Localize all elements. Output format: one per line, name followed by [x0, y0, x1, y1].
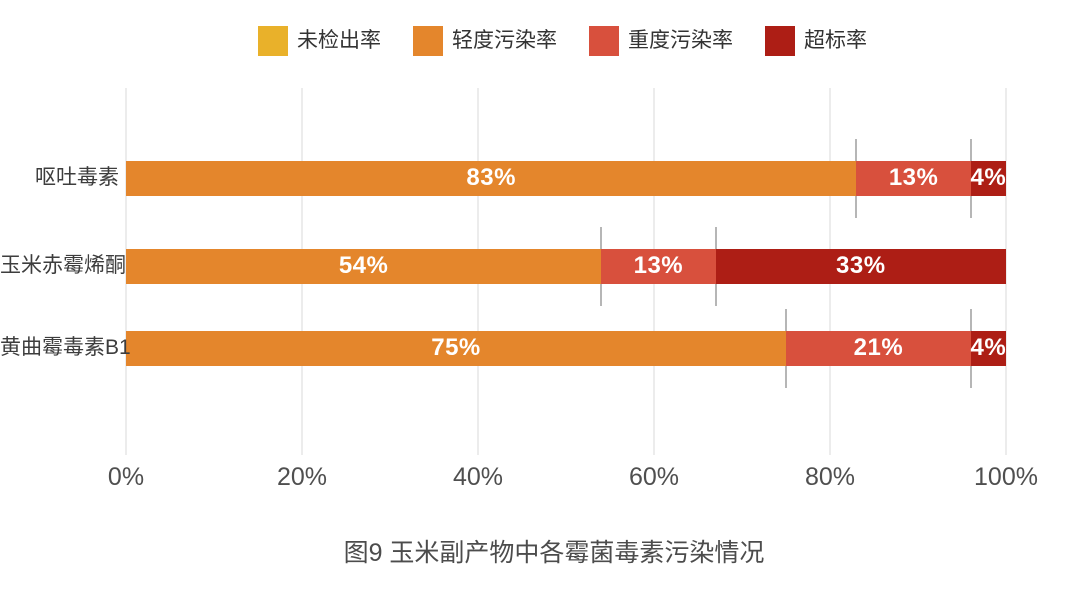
bar-segment: 33% [715, 248, 1006, 284]
legend-label: 轻度污染率 [452, 29, 557, 52]
x-axis-tick-label: 100% [974, 463, 1038, 491]
legend-label: 重度污染率 [628, 29, 733, 52]
plot-area: 83% 13% 4% 54% 13% 33% 75% 21% 4% [125, 88, 1007, 455]
x-axis-tick-label: 20% [276, 463, 328, 491]
x-axis-tick-label: 40% [452, 463, 504, 491]
bar-row: 75% 21% 4% [126, 330, 1007, 366]
bar-value-label: 75% [431, 334, 481, 361]
bar-segment: 54% [126, 248, 602, 284]
bar-segment: 4% [970, 160, 1007, 196]
bar-value-label: 33% [836, 252, 886, 279]
bar-value-label: 13% [633, 252, 684, 279]
legend-item: 重度污染率 [589, 26, 733, 56]
bar-value-label: 13% [888, 164, 939, 191]
legend-label: 未检出率 [297, 29, 381, 52]
x-axis-tick-label: 0% [107, 463, 145, 491]
chart-title: 图9 玉米副产物中各霉菌毒素污染情况 [343, 539, 765, 567]
category-label: 玉米赤霉烯酮 [0, 254, 126, 277]
category-label: 呕吐毒素 [35, 166, 119, 189]
bar-segment: 4% [970, 330, 1007, 366]
x-axis-tick-label: 80% [804, 463, 856, 491]
bar-value-label: 54% [338, 252, 389, 279]
legend-color-swatch [765, 26, 795, 56]
x-axis-tick-label: 60% [628, 463, 680, 491]
legend-item: 超标率 [765, 26, 867, 56]
legend-color-swatch [589, 26, 619, 56]
legend-color-swatch [413, 26, 443, 56]
legend-item: 轻度污染率 [413, 26, 557, 56]
legend: 未检出率 轻度污染率 重度污染率 超标率 [258, 26, 867, 56]
bar-segment: 21% [786, 330, 971, 366]
legend-color-swatch [258, 26, 288, 56]
bar-row: 54% 13% 33% [126, 248, 1006, 284]
bar-value-label: 83% [466, 164, 516, 191]
bar-segment: 13% [856, 160, 971, 196]
category-label: 黄曲霉毒素B1 [0, 336, 131, 359]
bar-segment: 13% [601, 248, 716, 284]
bar-segment: 75% [126, 330, 786, 366]
bar-value-label: 4% [970, 334, 1007, 361]
bar-row: 83% 13% 4% [126, 160, 1007, 196]
bar-value-label: 4% [970, 164, 1007, 191]
bar-segment: 83% [126, 160, 857, 196]
gridline [1005, 88, 1007, 455]
legend-label: 超标率 [804, 29, 867, 52]
legend-item: 未检出率 [258, 26, 381, 56]
bar-value-label: 21% [853, 334, 904, 361]
